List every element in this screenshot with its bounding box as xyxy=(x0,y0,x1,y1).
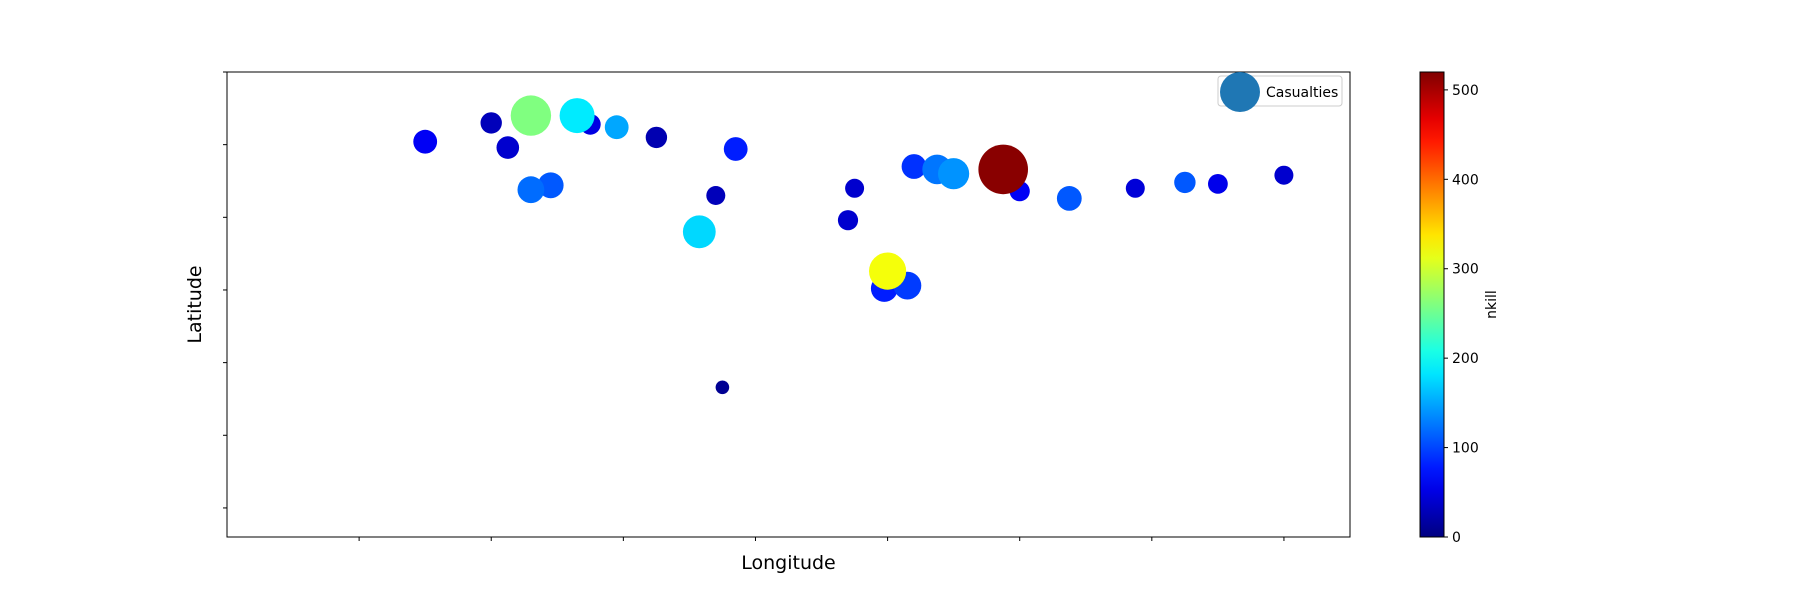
scatter-point xyxy=(645,126,668,149)
scatter-point xyxy=(496,136,520,159)
scatter-point xyxy=(510,95,552,136)
scatter-point xyxy=(1208,174,1228,194)
y-axis-ticks xyxy=(223,71,227,509)
scatter-point xyxy=(901,154,927,179)
legend: Casualties xyxy=(1217,72,1343,112)
x-axis-ticks xyxy=(358,537,1285,541)
axes-frame xyxy=(226,71,1351,538)
scatter-point xyxy=(1274,165,1294,185)
legend-entry-label: Casualties xyxy=(1266,85,1338,101)
colorbar-label: nkill xyxy=(1484,290,1500,319)
scatter-point xyxy=(413,129,438,154)
x-axis-label: Longitude xyxy=(741,552,836,574)
colorbar-tick-label: 500 xyxy=(1452,83,1479,99)
scatter-points xyxy=(413,95,1294,395)
colorbar: 0 100 200 300 400 500 nkill xyxy=(1419,71,1500,546)
scatter-point xyxy=(559,98,595,134)
scatter-point xyxy=(723,137,748,161)
colorbar-gradient xyxy=(1419,71,1445,538)
scatter-point xyxy=(682,215,716,249)
legend-marker xyxy=(1220,72,1260,112)
y-axis-label: Latitude xyxy=(184,265,206,343)
scatter-point xyxy=(706,186,726,205)
scatter-point xyxy=(845,178,865,198)
scatter-point xyxy=(837,210,859,231)
scatter-point xyxy=(517,176,545,204)
colorbar-tick-label: 0 xyxy=(1452,530,1461,546)
colorbar-ticks: 0 100 200 300 400 500 xyxy=(1444,83,1479,546)
scatter-point xyxy=(604,115,629,140)
scatter-point xyxy=(480,112,502,134)
colorbar-tick-label: 300 xyxy=(1452,262,1479,278)
scatter-point xyxy=(1125,178,1145,198)
scatter-point xyxy=(938,158,970,190)
scatter-point xyxy=(978,144,1028,195)
colorbar-tick-label: 200 xyxy=(1452,351,1479,367)
scatter-point xyxy=(1056,186,1082,211)
colorbar-tick-label: 100 xyxy=(1452,441,1479,457)
colorbar-tick-label: 400 xyxy=(1452,172,1479,188)
scatter-point xyxy=(715,380,730,395)
scatter-point xyxy=(1174,171,1196,194)
scatter-point xyxy=(869,252,907,290)
scatter-point xyxy=(537,172,564,199)
